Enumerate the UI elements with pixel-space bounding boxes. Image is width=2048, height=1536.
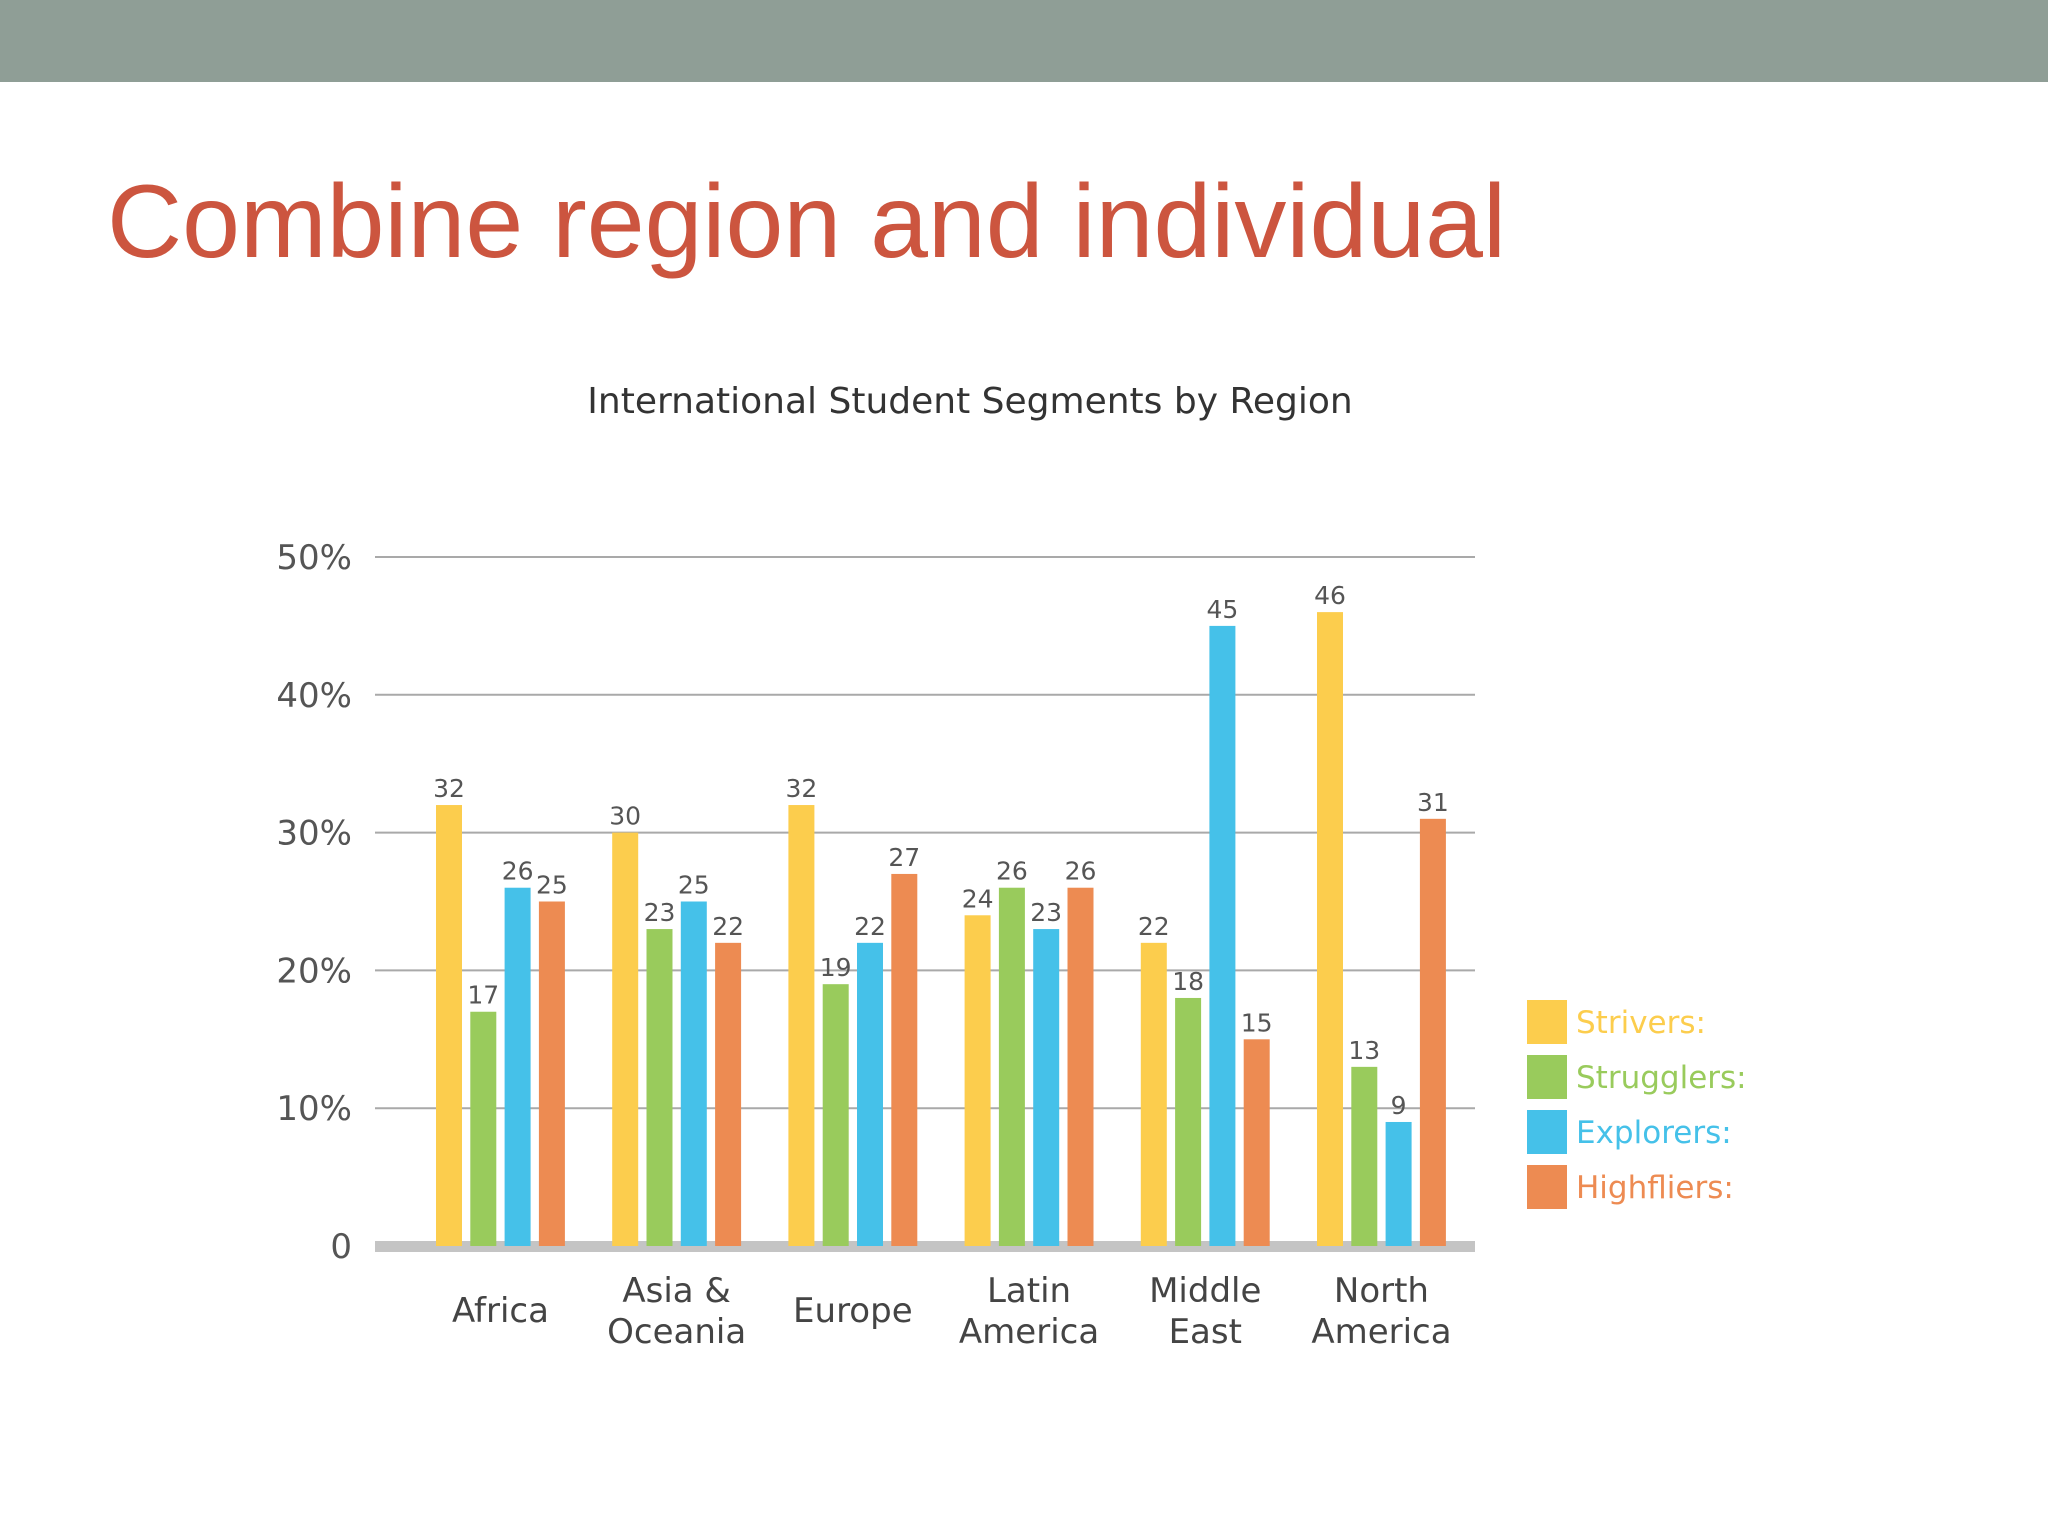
bar <box>1033 929 1060 1246</box>
bar <box>1419 818 1446 1246</box>
x-category-label: America <box>1311 1312 1451 1352</box>
data-label: 32 <box>433 774 465 803</box>
bar <box>1209 625 1236 1246</box>
y-tick-label: 30% <box>276 814 352 854</box>
bar <box>857 942 883 1246</box>
bar <box>1175 997 1202 1246</box>
bar <box>1385 1121 1412 1246</box>
data-label: 13 <box>1348 1036 1380 1065</box>
x-category-label: Europe <box>793 1291 913 1331</box>
data-label: 27 <box>888 843 920 872</box>
data-label: 46 <box>1314 581 1346 610</box>
legend: Strivers: Strugglers: Explorers: Highfliers… <box>1527 1000 1747 1209</box>
data-label: 45 <box>1206 595 1238 624</box>
y-tick-label: 10% <box>276 1089 352 1129</box>
x-category-label: Latin <box>987 1271 1071 1311</box>
y-axis-ticks: 0 10% 20% 30% 40% 50% <box>276 538 352 1267</box>
bar <box>504 887 531 1246</box>
bar <box>788 805 815 1246</box>
legend-swatch <box>1527 1000 1567 1044</box>
bars <box>436 612 1446 1246</box>
x-category-label: America <box>959 1312 1099 1352</box>
bar <box>998 887 1025 1246</box>
bar <box>646 929 673 1246</box>
x-category-label: Middle <box>1149 1271 1261 1311</box>
bar <box>436 805 462 1246</box>
bar <box>964 915 991 1246</box>
y-tick-label: 50% <box>276 538 352 578</box>
data-label: 26 <box>1065 857 1097 886</box>
y-tick-label: 40% <box>276 676 352 716</box>
data-label: 23 <box>1030 898 1062 927</box>
chart-title: International Student Segments by Region <box>587 381 1352 422</box>
data-label: 17 <box>467 981 499 1010</box>
data-label: 31 <box>1417 788 1449 817</box>
x-category-label: Africa <box>452 1291 549 1331</box>
x-category-label: Oceania <box>607 1312 746 1352</box>
bar <box>538 901 565 1246</box>
bar <box>1067 887 1094 1246</box>
data-label: 22 <box>712 912 744 941</box>
bar <box>680 901 707 1246</box>
data-label: 9 <box>1391 1091 1407 1120</box>
bar <box>715 942 742 1246</box>
legend-swatch <box>1527 1110 1567 1154</box>
legend-label: Explorers: <box>1576 1115 1732 1151</box>
data-label: 24 <box>962 884 994 913</box>
bar <box>470 1011 497 1246</box>
bar <box>1140 942 1167 1246</box>
data-label: 22 <box>854 912 886 941</box>
bar <box>1317 612 1343 1246</box>
legend-swatch <box>1527 1055 1567 1099</box>
data-label: 32 <box>785 774 817 803</box>
x-category-label: East <box>1169 1312 1242 1352</box>
data-label: 22 <box>1138 912 1170 941</box>
legend-label: Highfliers: <box>1576 1170 1734 1206</box>
data-label: 25 <box>678 871 710 900</box>
data-label: 30 <box>609 802 641 831</box>
data-label: 18 <box>1172 967 1204 996</box>
bar <box>1351 1066 1378 1246</box>
x-category-label: Asia & <box>622 1271 731 1311</box>
bar <box>822 984 849 1246</box>
legend-swatch <box>1527 1165 1567 1209</box>
y-tick-label: 20% <box>276 951 352 991</box>
top-band <box>0 0 2048 82</box>
data-label: 19 <box>820 953 852 982</box>
data-label: 23 <box>644 898 676 927</box>
data-label: 15 <box>1241 1008 1273 1037</box>
x-axis-baseline <box>375 1241 1475 1252</box>
y-tick-label: 0 <box>330 1227 352 1267</box>
data-label: 26 <box>502 857 534 886</box>
bar <box>612 832 639 1246</box>
slide-title: Combine region and individual <box>107 164 1507 280</box>
data-label: 26 <box>996 857 1028 886</box>
data-label: 25 <box>536 871 568 900</box>
legend-label: Strivers: <box>1576 1005 1706 1041</box>
bar <box>891 873 918 1246</box>
x-category-label: North <box>1334 1271 1429 1311</box>
legend-label: Strugglers: <box>1576 1060 1747 1096</box>
bar <box>1243 1039 1270 1246</box>
